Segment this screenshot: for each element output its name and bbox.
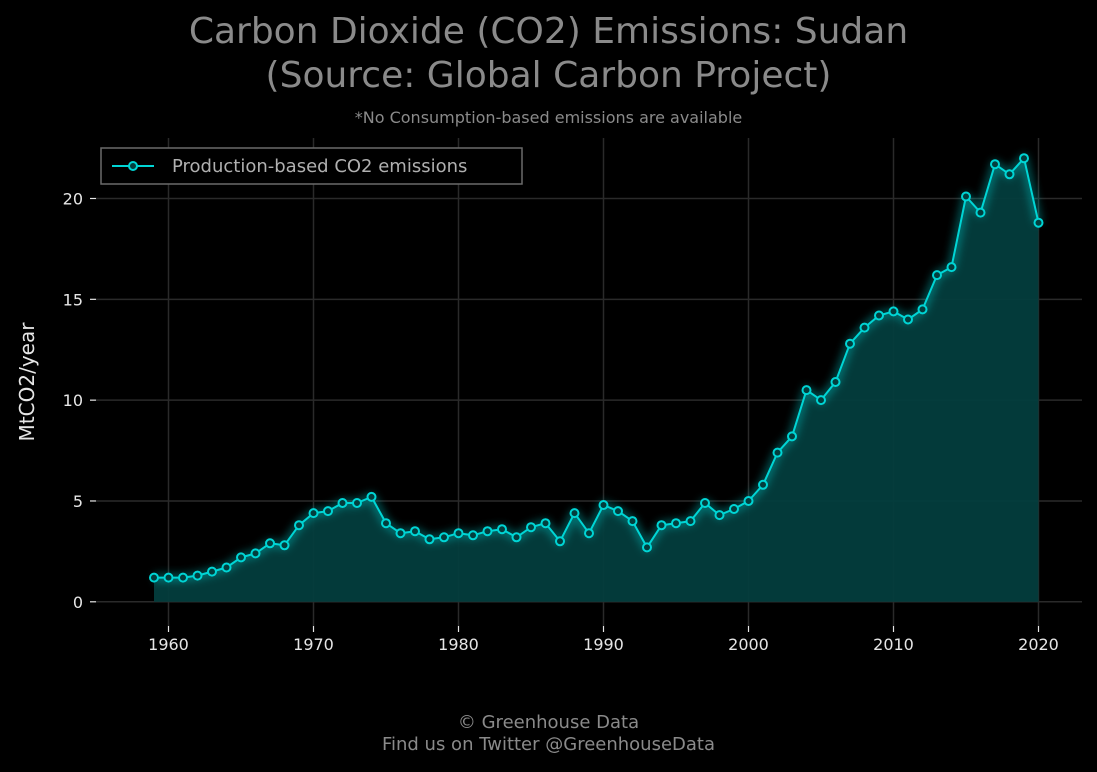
data-point: [903, 314, 913, 325]
data-point: [308, 508, 319, 519]
data-point: [584, 528, 594, 539]
data-point: [395, 528, 406, 539]
data-point: [468, 530, 478, 541]
x-tick-label: 2010: [873, 635, 914, 654]
title-line-1: Carbon Dioxide (CO2) Emissions: Sudan: [188, 11, 909, 52]
data-point: [772, 447, 783, 458]
x-tick-label: 2020: [1018, 635, 1059, 654]
data-point: [526, 522, 536, 533]
data-point: [816, 395, 826, 406]
y-tick-label: 10: [63, 391, 83, 410]
data-point: [236, 552, 246, 563]
data-point: [511, 532, 522, 543]
data-point: [729, 504, 739, 514]
area-fill-path: [154, 158, 1039, 602]
data-point: [859, 322, 870, 333]
y-tick-label: 5: [73, 492, 83, 511]
data-point: [337, 498, 348, 508]
data-point: [424, 534, 435, 545]
x-tick-label: 2000: [728, 635, 769, 654]
data-point: [685, 516, 696, 527]
data-point: [192, 570, 203, 581]
data-point: [990, 159, 1000, 170]
data-point: [323, 506, 333, 517]
data-point: [671, 518, 681, 529]
data-point: [656, 520, 667, 531]
data-point: [250, 548, 261, 559]
data-point: [178, 572, 188, 583]
data-point: [975, 207, 986, 218]
data-point: [439, 532, 449, 543]
data-point: [540, 518, 551, 529]
data-point: [207, 566, 217, 577]
data-point: [627, 516, 638, 527]
data-point: [946, 262, 957, 273]
axes: 1960 1970 1980 1990 2000 2010 2020 0 5 10 15 20: [63, 189, 1059, 654]
data-point: [932, 270, 942, 281]
data-point: [700, 498, 710, 508]
legend-entry-production: Production-based CO2 emissions: [172, 156, 467, 177]
y-tick-label: 0: [73, 593, 83, 612]
data-point: [1004, 169, 1015, 180]
data-point: [758, 479, 768, 490]
data-point: [1033, 217, 1044, 228]
data-point: [149, 572, 159, 583]
data-point: [221, 562, 232, 573]
chart-subtitle: *No Consumption-based emissions are avai…: [354, 108, 743, 127]
x-tick-label: 1960: [148, 635, 189, 654]
x-tick-label: 1990: [583, 635, 624, 654]
chart-title: Carbon Dioxide (CO2) Emissions: Sudan (S…: [0, 10, 1097, 98]
y-tick-label: 20: [63, 189, 83, 208]
data-point: [787, 431, 797, 442]
data-point: [497, 524, 507, 535]
data-point: [294, 520, 304, 531]
title-line-2: (Source: Global Carbon Project): [265, 55, 832, 96]
data-point: [381, 518, 391, 529]
y-tick-label: 15: [63, 290, 83, 309]
data-point: [163, 572, 174, 583]
series-points: [149, 153, 1044, 583]
legend-box: [100, 147, 523, 185]
data-point: [279, 540, 290, 551]
data-point: [265, 538, 275, 549]
legend: Production-based CO2 emissions: [100, 147, 523, 185]
data-point: [642, 542, 652, 553]
data-point: [917, 304, 928, 315]
y-axis-label: MtCO2/year: [15, 322, 39, 442]
data-point: [961, 191, 971, 202]
footer: © Greenhouse Data Find us on Twitter @Gr…: [0, 712, 1097, 756]
data-point: [845, 338, 855, 349]
data-point: [453, 528, 464, 539]
data-point: [801, 385, 812, 396]
data-point: [555, 536, 565, 547]
data-point: [482, 526, 493, 537]
footer-twitter: Find us on Twitter @GreenhouseData: [381, 734, 716, 755]
legend-marker-sample: [128, 161, 138, 171]
data-point: [888, 306, 899, 317]
x-tick-label: 1980: [438, 635, 479, 654]
data-point: [874, 310, 884, 321]
data-point: [366, 491, 377, 502]
data-point: [714, 510, 725, 521]
data-point: [830, 377, 841, 387]
x-tick-label: 1970: [293, 635, 334, 654]
area-fill: [154, 158, 1039, 602]
data-point: [613, 506, 623, 517]
data-point: [569, 508, 580, 519]
footer-copyright: © Greenhouse Data: [457, 712, 640, 733]
data-point: [743, 496, 754, 506]
data-point: [352, 498, 362, 508]
data-point: [410, 526, 420, 537]
data-point: [598, 500, 609, 510]
data-point: [1019, 153, 1029, 164]
